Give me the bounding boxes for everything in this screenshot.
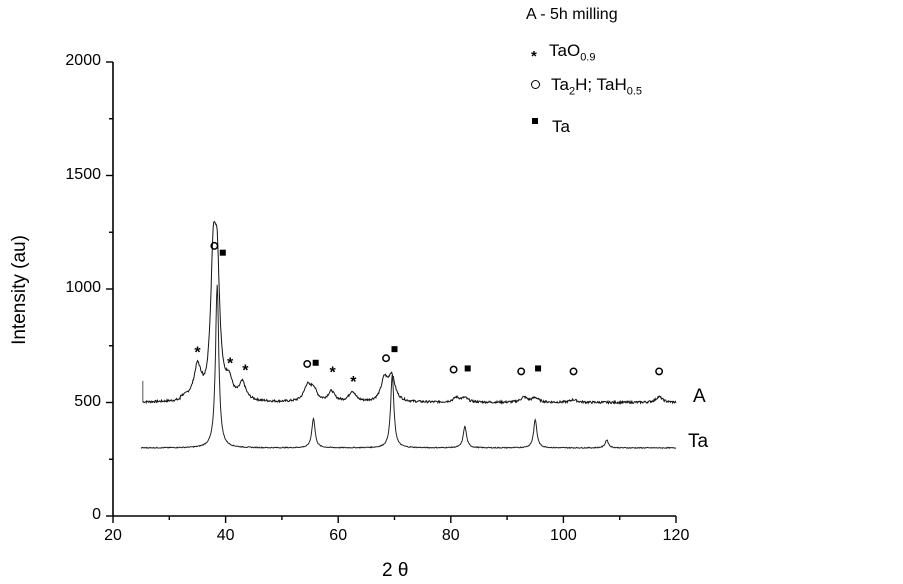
x-tick-label: 40	[216, 527, 235, 544]
legend-item-tao: TaO0.9	[549, 41, 596, 64]
open-circle-icon	[210, 241, 219, 250]
axes	[106, 61, 677, 523]
y-tick-label: 1500	[65, 165, 101, 183]
x-axis-label: 2 θ	[382, 560, 409, 581]
star-icon: *	[531, 48, 537, 65]
filled-square-icon	[532, 118, 538, 124]
legend-title: A - 5h milling	[526, 6, 618, 23]
curves	[140, 221, 677, 450]
filled-square-icon	[391, 346, 398, 353]
filled-square-icon	[219, 249, 226, 256]
y-tick-label: 500	[74, 392, 101, 410]
open-circle-icon	[517, 367, 526, 376]
open-circle-icon	[531, 80, 540, 89]
open-circle-icon	[655, 367, 664, 376]
open-circle-icon	[303, 359, 312, 368]
star-icon: *	[227, 356, 234, 373]
star-icon: *	[329, 365, 336, 382]
x-tick-label: 60	[329, 527, 348, 544]
open-circle-icon	[569, 367, 578, 376]
open-circle-icon	[449, 365, 458, 374]
x-tick-label: 80	[441, 527, 460, 544]
filled-square-icon	[464, 365, 471, 372]
star-icon: *	[194, 344, 201, 361]
y-tick-label: 2000	[65, 52, 101, 69]
y-tick-label: 1000	[65, 279, 101, 296]
y-tick-label: 0	[92, 506, 101, 523]
legend-item-ta2h: Ta2H; TaH0.5	[551, 75, 643, 98]
open-circle-icon	[382, 354, 391, 363]
filled-square-icon	[535, 365, 542, 372]
star-icon: *	[350, 374, 357, 391]
star-icon: *	[242, 362, 249, 379]
x-tick-label: 100	[550, 527, 577, 544]
y-axis-label: Intensity (au)	[9, 235, 30, 345]
x-tick-label: 20	[104, 527, 122, 544]
filled-square-icon	[312, 359, 319, 366]
peak-markers: * * * * *	[194, 241, 664, 391]
x-tick-label: 120	[662, 527, 690, 544]
legend-item-ta: Ta	[552, 117, 570, 136]
series-label-a: A	[693, 386, 706, 407]
series-label-ta: Ta	[688, 431, 709, 452]
